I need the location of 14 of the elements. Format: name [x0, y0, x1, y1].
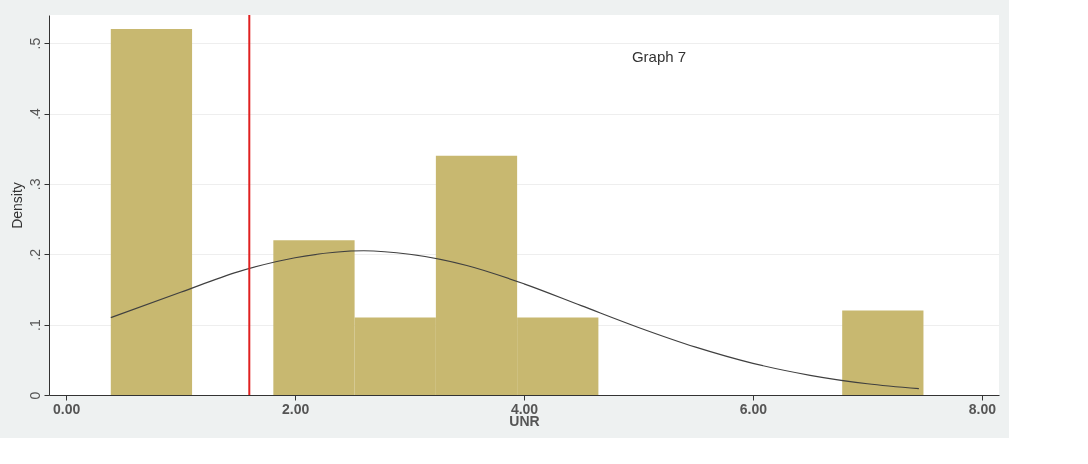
x-tick-label: 0.00: [53, 400, 81, 417]
annotation: Graph 7: [631, 48, 687, 65]
y-tick-label: .2: [26, 248, 43, 261]
x-tick-label: 6.00: [739, 400, 768, 417]
y-tick-label: 0: [26, 391, 43, 400]
y-tick-label: .3: [26, 178, 43, 191]
y-tick-label: .4: [26, 107, 43, 120]
x-tick-label: 2.00: [281, 400, 310, 417]
x-tick-label: 8.00: [968, 400, 997, 417]
line-series: [110, 250, 920, 390]
y-axis-title: Density: [8, 182, 25, 229]
y-tick-label: .1: [26, 319, 43, 331]
x-tick-label: 4.00: [510, 400, 539, 417]
y-tick-label: .5: [26, 37, 43, 50]
